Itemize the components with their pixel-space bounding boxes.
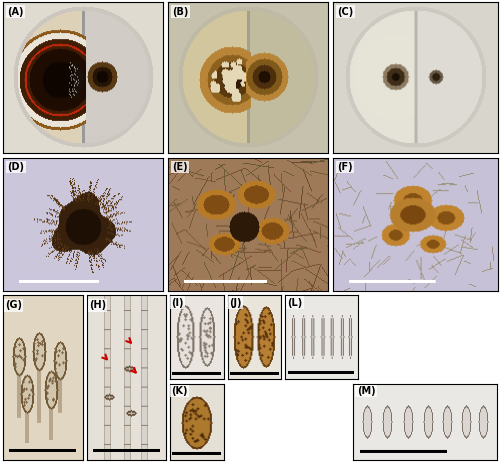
Text: (E): (E) [172, 162, 188, 172]
Text: (H): (H) [89, 300, 106, 310]
Text: (M): (M) [357, 386, 376, 396]
Text: (L): (L) [287, 298, 302, 308]
Text: (D): (D) [8, 162, 24, 172]
Text: (G): (G) [5, 300, 22, 310]
Text: (B): (B) [172, 7, 188, 17]
Text: (C): (C) [338, 7, 353, 17]
Text: (F): (F) [338, 162, 353, 172]
Text: (I): (I) [172, 298, 184, 308]
Text: (J): (J) [229, 298, 241, 308]
Text: (K): (K) [172, 386, 188, 396]
Text: (A): (A) [8, 7, 24, 17]
